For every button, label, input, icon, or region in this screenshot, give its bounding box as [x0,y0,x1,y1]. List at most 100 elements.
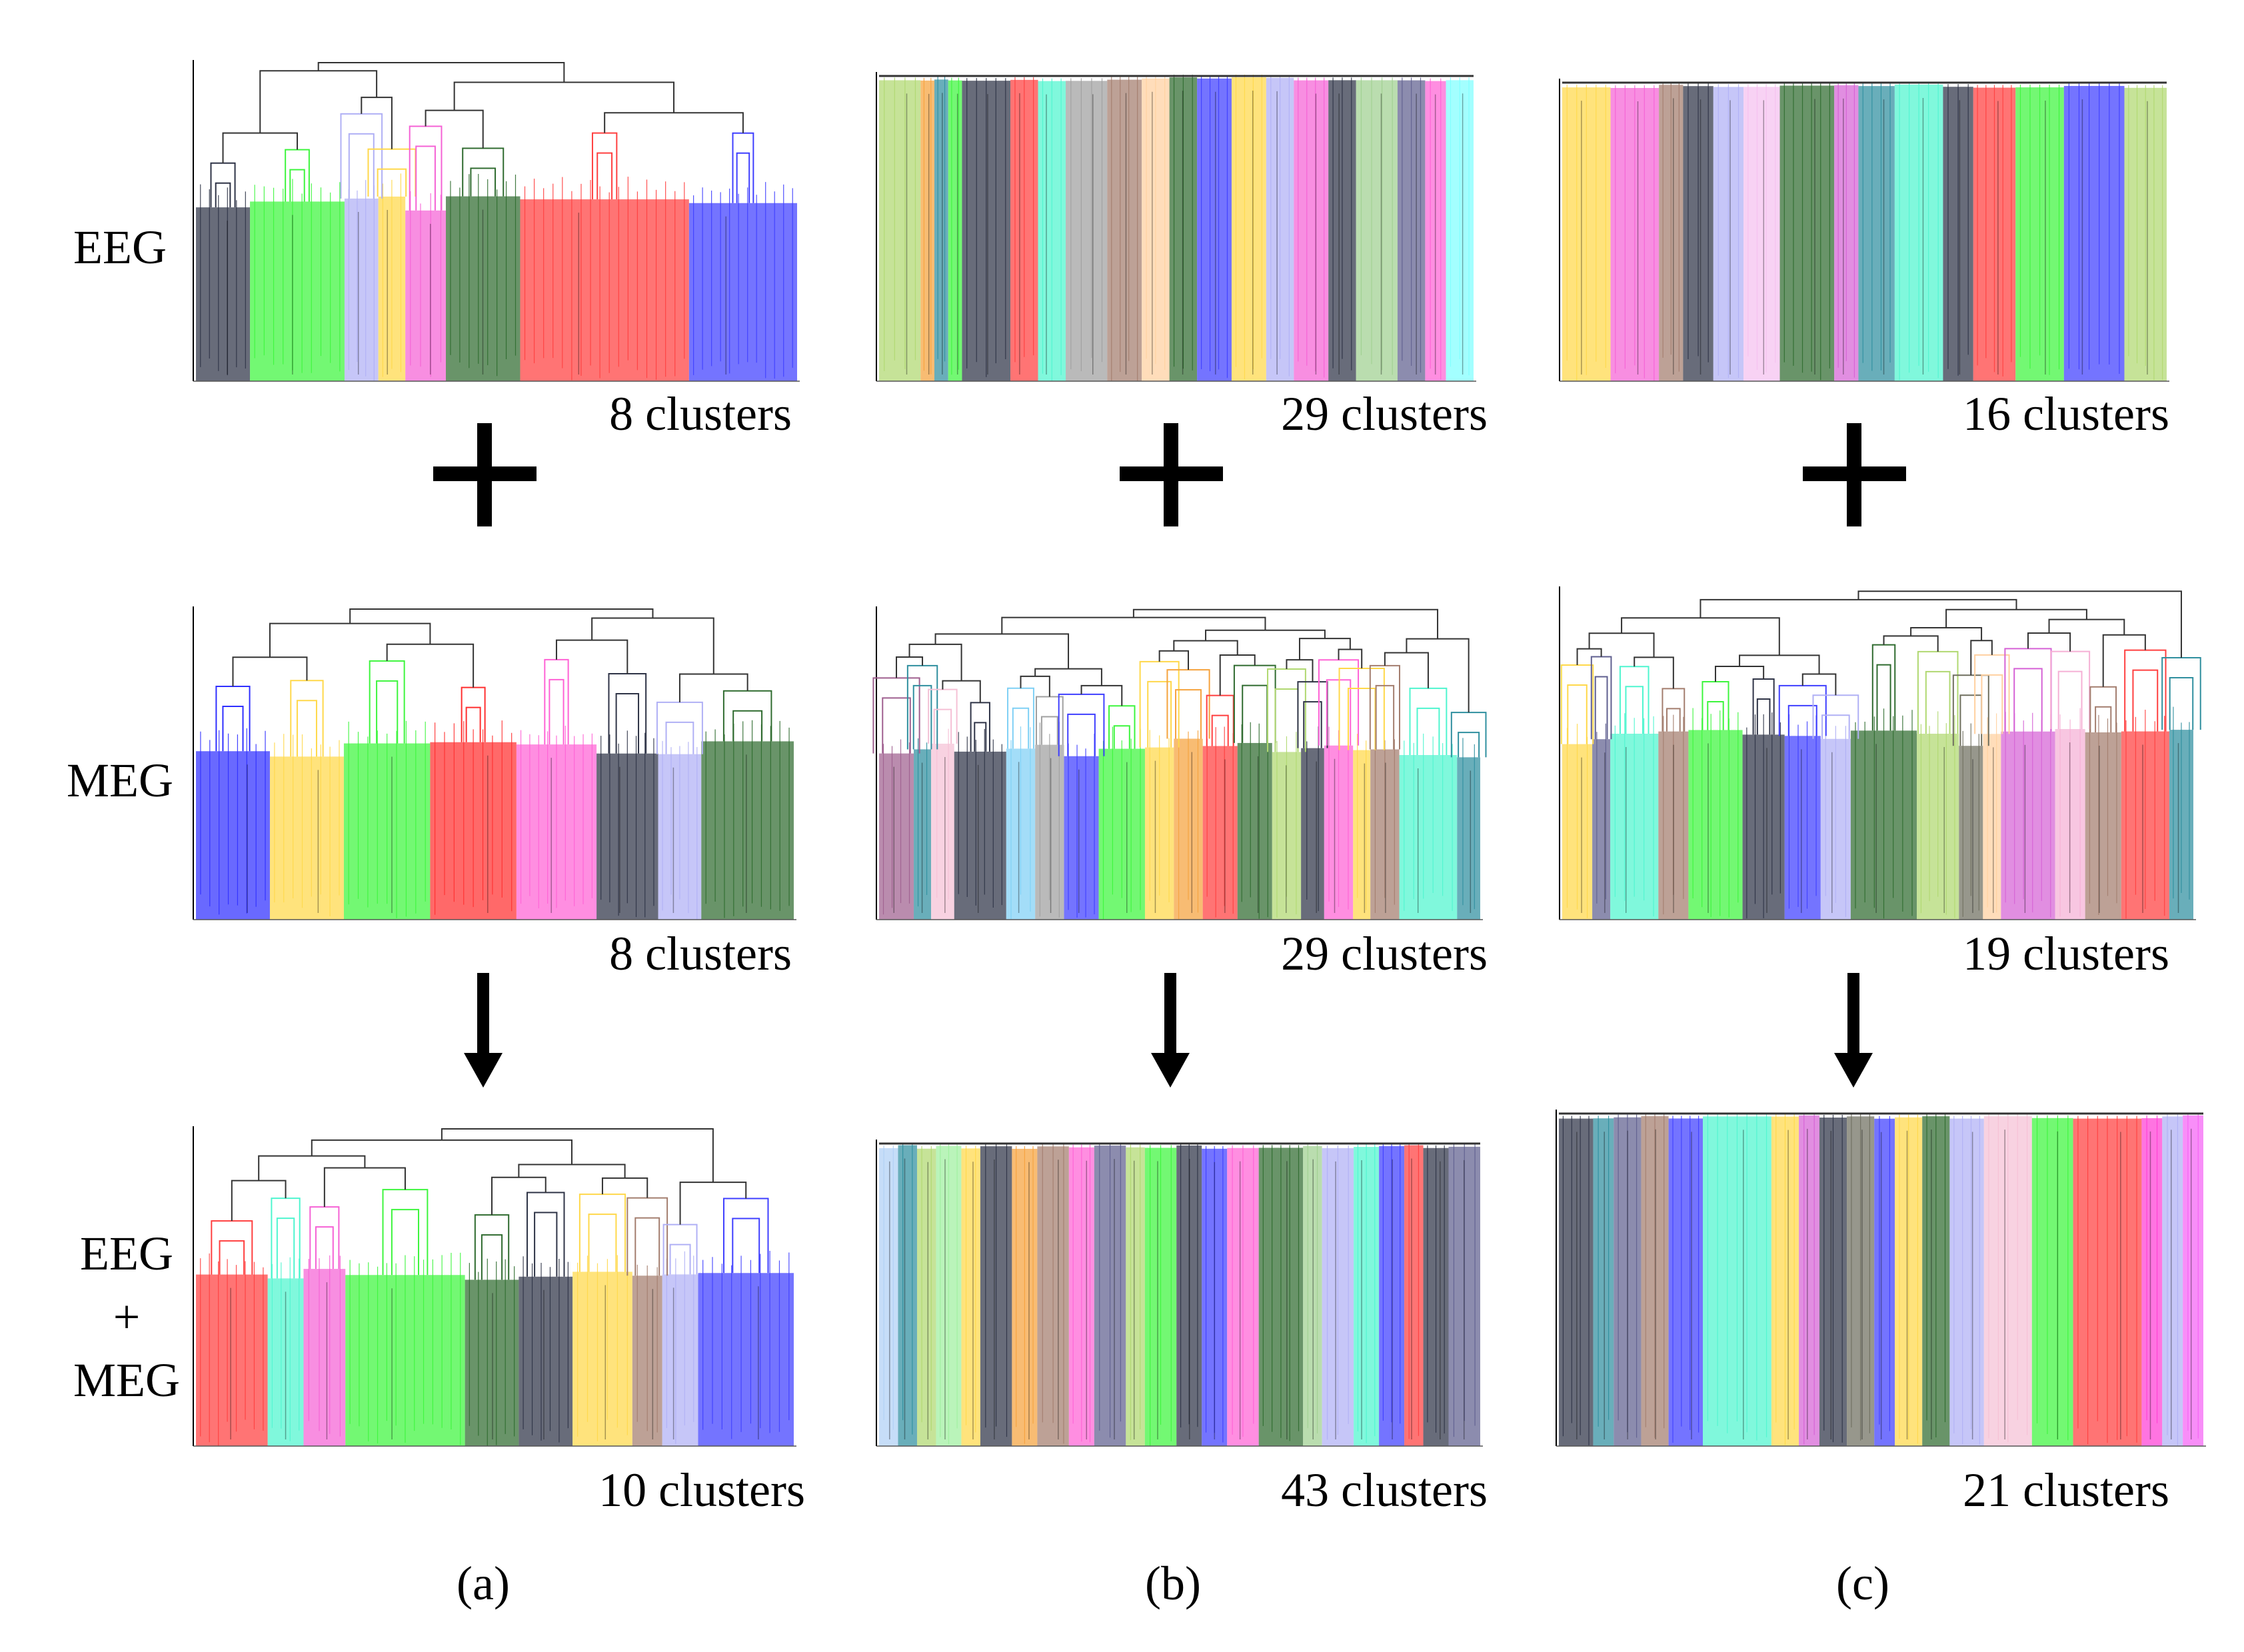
cluster-band [1126,1147,1145,1446]
cluster-band [1858,86,1895,381]
merge-link [1699,598,2017,618]
cluster-count-a-meg: 8 clusters [609,927,792,980]
cluster-count-c-eeg: 16 clusters [1963,387,2169,440]
merge-link [1576,648,1602,666]
subtree-link [1058,693,1105,756]
cluster-band [1237,742,1272,920]
cluster-band [2085,732,2121,920]
cluster-band [1593,1118,1614,1446]
subtree-link [340,113,383,199]
cluster-band [1559,1118,1594,1446]
caption-b: (b) [1145,1557,1201,1610]
dendrogram-c-meg [1559,586,2201,920]
subtree-link [1778,684,1827,736]
subtree-link [215,686,251,752]
plus-icon [1803,423,1906,526]
cluster-count-a-combined: 10 clusters [598,1463,805,1517]
merge-link [323,1167,406,1208]
merge-link [232,656,308,687]
cluster-band [914,749,932,920]
dendrogram-c-combined [1556,1110,2206,1447]
subtree-link [1590,656,1612,740]
column-c: 16 clusters 19 clusters 21 clusters (c) [1556,79,2206,1610]
subtree-link [2050,650,2091,730]
cluster-band [879,753,914,920]
cluster-band [1066,81,1108,381]
subtree-link [1233,664,1276,743]
subtree-link [462,147,505,197]
merge-link [934,633,1070,669]
merge-link [679,1182,747,1225]
subtree-link [722,1198,769,1273]
cluster-band [2031,1118,2073,1446]
cluster-band [1064,756,1099,920]
down-arrow-icon [464,973,503,1088]
cluster-band [1197,78,1232,382]
merge-link [942,680,981,703]
subtree-link [732,132,754,203]
subtree-link [461,686,486,742]
merge-link [1338,648,1363,668]
cluster-band [1231,77,1266,381]
row-label-eeg: EEG [73,221,167,274]
subtree-link [1619,666,1650,734]
merge-link [604,112,744,133]
merge-link [1286,659,1314,682]
cluster-count-a-eeg: 8 clusters [609,387,792,440]
cluster-band [1874,1118,1895,1446]
subtree-link [1206,694,1234,746]
cluster-band [1356,80,1398,381]
cluster-band [688,203,797,381]
subtree-link [872,677,920,754]
subtree-link [1450,712,1487,758]
cluster-count-c-meg: 19 clusters [1963,927,2169,980]
subtree-link [1974,654,2010,734]
merge-link [1970,640,1993,676]
cluster-band [1399,755,1458,920]
cluster-band [1743,87,1780,381]
cluster-band [2001,731,2055,920]
subtree-link [285,149,310,202]
merge-link [453,81,675,113]
cluster-band [1303,1146,1322,1446]
merge-link [1132,608,1439,639]
merge-link [678,673,748,702]
cluster-band [1404,1145,1424,1446]
subtree-link [1166,669,1210,739]
merge-link [1384,652,1429,688]
dendrogram-b-meg [872,606,1487,920]
row-label-meg: MEG [67,754,173,807]
cluster-band [931,743,954,920]
cluster-band [698,1273,794,1446]
cluster-band [1779,85,1835,382]
cluster-band [196,207,251,381]
cluster-count-b-combined: 43 clusters [1281,1463,1488,1517]
subtree-link [1701,681,1729,730]
merge-link [1020,675,1050,697]
cluster-band [1688,730,1743,920]
cluster-band [1202,746,1238,920]
cluster-band [2162,1116,2183,1446]
merge-link [425,109,484,149]
plus-icon [1120,423,1223,526]
subtree-link [211,1220,253,1275]
cluster-band [1592,739,1611,920]
merge-link [1219,654,1256,696]
cluster-band [2063,85,2125,381]
cluster-band [916,1148,936,1446]
merge-link [311,1139,572,1165]
dendrogram-b-eeg [876,72,1476,382]
cluster-band [405,210,446,381]
cluster-band [519,1276,573,1446]
cluster-band [303,1269,346,1446]
merge-link [222,132,299,163]
cluster-band [465,1279,519,1446]
cluster-band [879,1148,898,1446]
cluster-band [269,756,344,920]
merge-link [269,622,431,658]
subtree-link [544,658,569,745]
subtree-link [474,1214,510,1280]
cluster-band [1457,757,1480,920]
merge-link [1080,684,1123,706]
cluster-band [1294,80,1329,381]
